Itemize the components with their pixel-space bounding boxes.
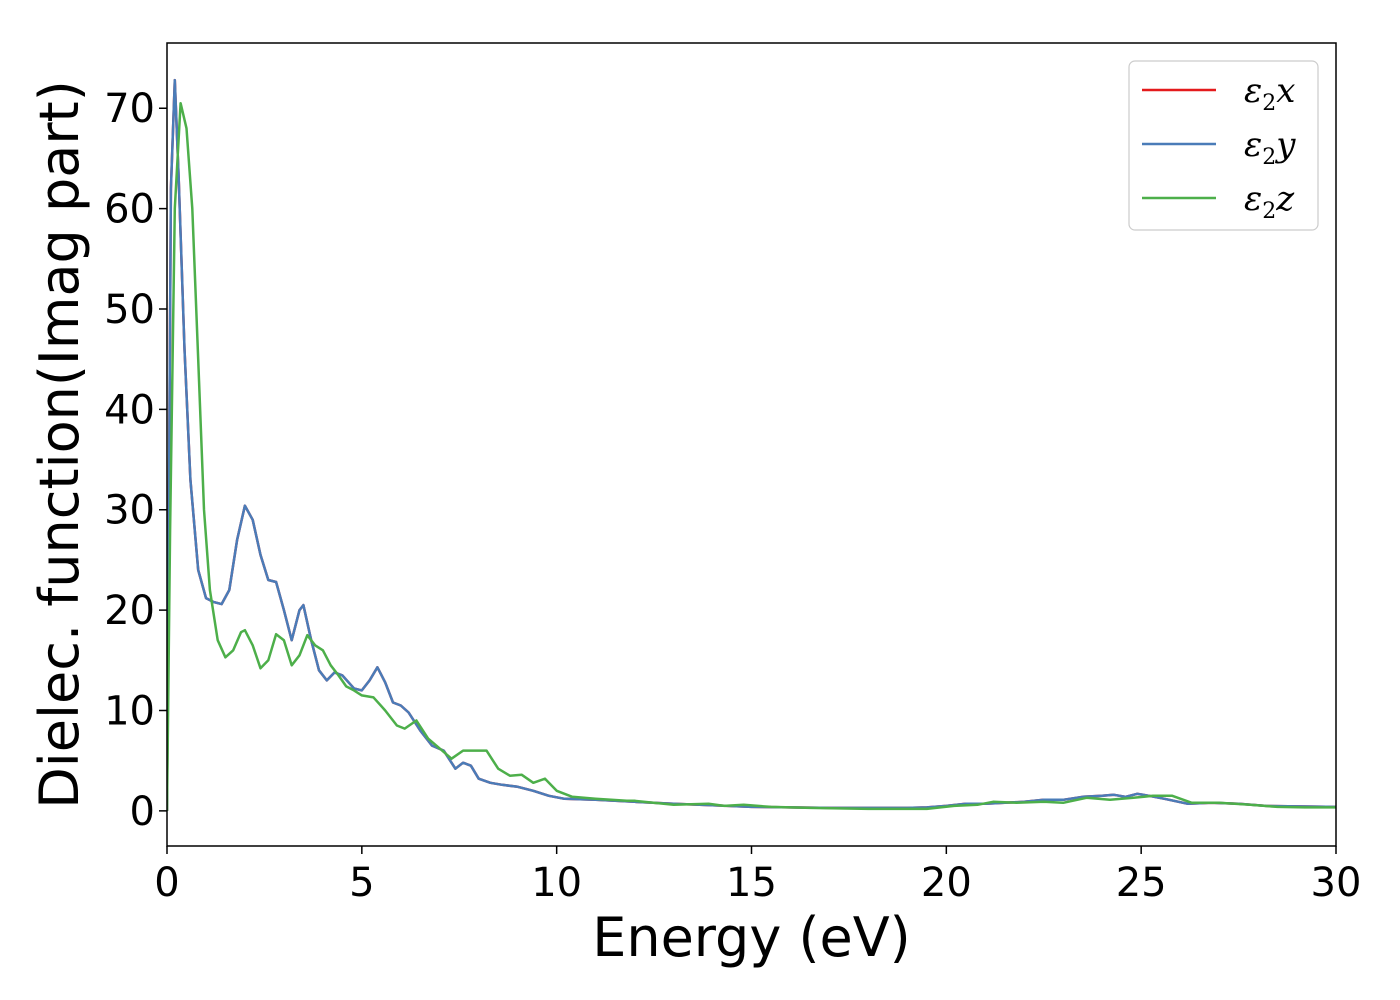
legend-subscript: 2 (1262, 145, 1276, 170)
series-line-y (167, 78, 1336, 811)
y-tick-label: 50 (104, 287, 155, 333)
legend-subscript: 2 (1262, 91, 1276, 116)
y-tick-label: 60 (104, 187, 155, 233)
x-tick-label: 25 (1116, 860, 1167, 906)
y-tick-label: 10 (104, 688, 155, 734)
legend-label-z: ε2z (1244, 179, 1295, 224)
x-tick-label: 20 (921, 860, 972, 906)
series-layer (167, 78, 1336, 811)
legend-subscript: 2 (1262, 199, 1276, 224)
y-tick-label: 0 (130, 789, 155, 835)
x-tick-label: 5 (349, 860, 374, 906)
y-tick-label: 70 (104, 86, 155, 132)
y-axis-title: Dielec. function(Imag part) (28, 80, 91, 809)
legend-axis: x (1276, 71, 1295, 111)
x-tick-label: 0 (154, 860, 179, 906)
y-tick-label: 40 (104, 387, 155, 433)
x-axis-title: Energy (eV) (592, 906, 911, 969)
legend-box (1128, 60, 1319, 231)
x-tick-label: 10 (531, 860, 582, 906)
series-line-z (167, 101, 1336, 811)
legend-label-y: ε2y (1244, 125, 1296, 170)
legend-symbol: ε (1244, 125, 1262, 165)
legend-axis: y (1274, 125, 1296, 165)
x-axis: 0 5 10 15 20 25 30 (154, 846, 1361, 906)
y-axis: 0 10 20 30 40 50 60 70 (104, 86, 167, 835)
legend-label-x: ε2x (1244, 71, 1295, 116)
x-tick-label: 30 (1311, 860, 1362, 906)
legend-axis: z (1275, 179, 1295, 219)
legend-symbol: ε (1244, 71, 1262, 111)
y-tick-label: 20 (104, 588, 155, 634)
x-tick-label: 15 (726, 860, 777, 906)
y-tick-label: 30 (104, 488, 155, 534)
legend-symbol: ε (1244, 179, 1262, 219)
